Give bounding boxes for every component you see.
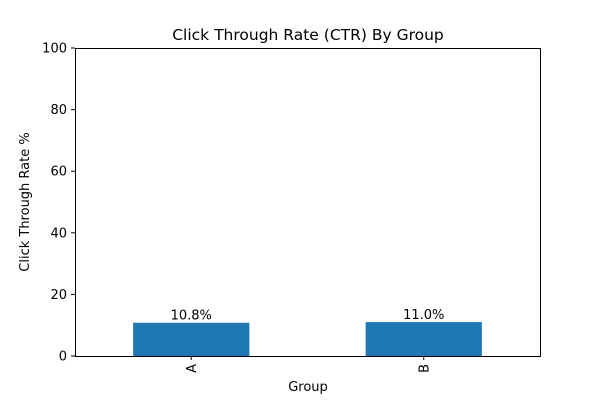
bar-b	[365, 322, 482, 356]
y-tick-label-40: 40	[50, 226, 67, 241]
data-labels-group: 10.8% 11.0%	[171, 308, 445, 324]
y-tick-label-0: 0	[59, 350, 67, 365]
y-tick-label-20: 20	[50, 288, 67, 303]
y-tick-label-100: 100	[42, 42, 67, 57]
plot-frame	[75, 48, 541, 357]
y-tick-label-80: 80	[50, 103, 67, 118]
x-axis-label: Group	[288, 380, 328, 395]
y-axis-ticks: 0 20 40 60 80 100	[42, 42, 75, 365]
data-label-a: 10.8%	[171, 309, 212, 324]
y-tick-label-60: 60	[50, 165, 67, 180]
data-label-b: 11.0%	[403, 308, 444, 323]
y-axis-label: Click Through Rate %	[18, 132, 33, 271]
x-tick-label-b: B	[417, 364, 432, 373]
chart-title: Click Through Rate (CTR) By Group	[172, 26, 444, 44]
bar-a	[133, 322, 250, 356]
bars-group	[133, 322, 482, 356]
x-tick-label-a: A	[185, 364, 200, 373]
